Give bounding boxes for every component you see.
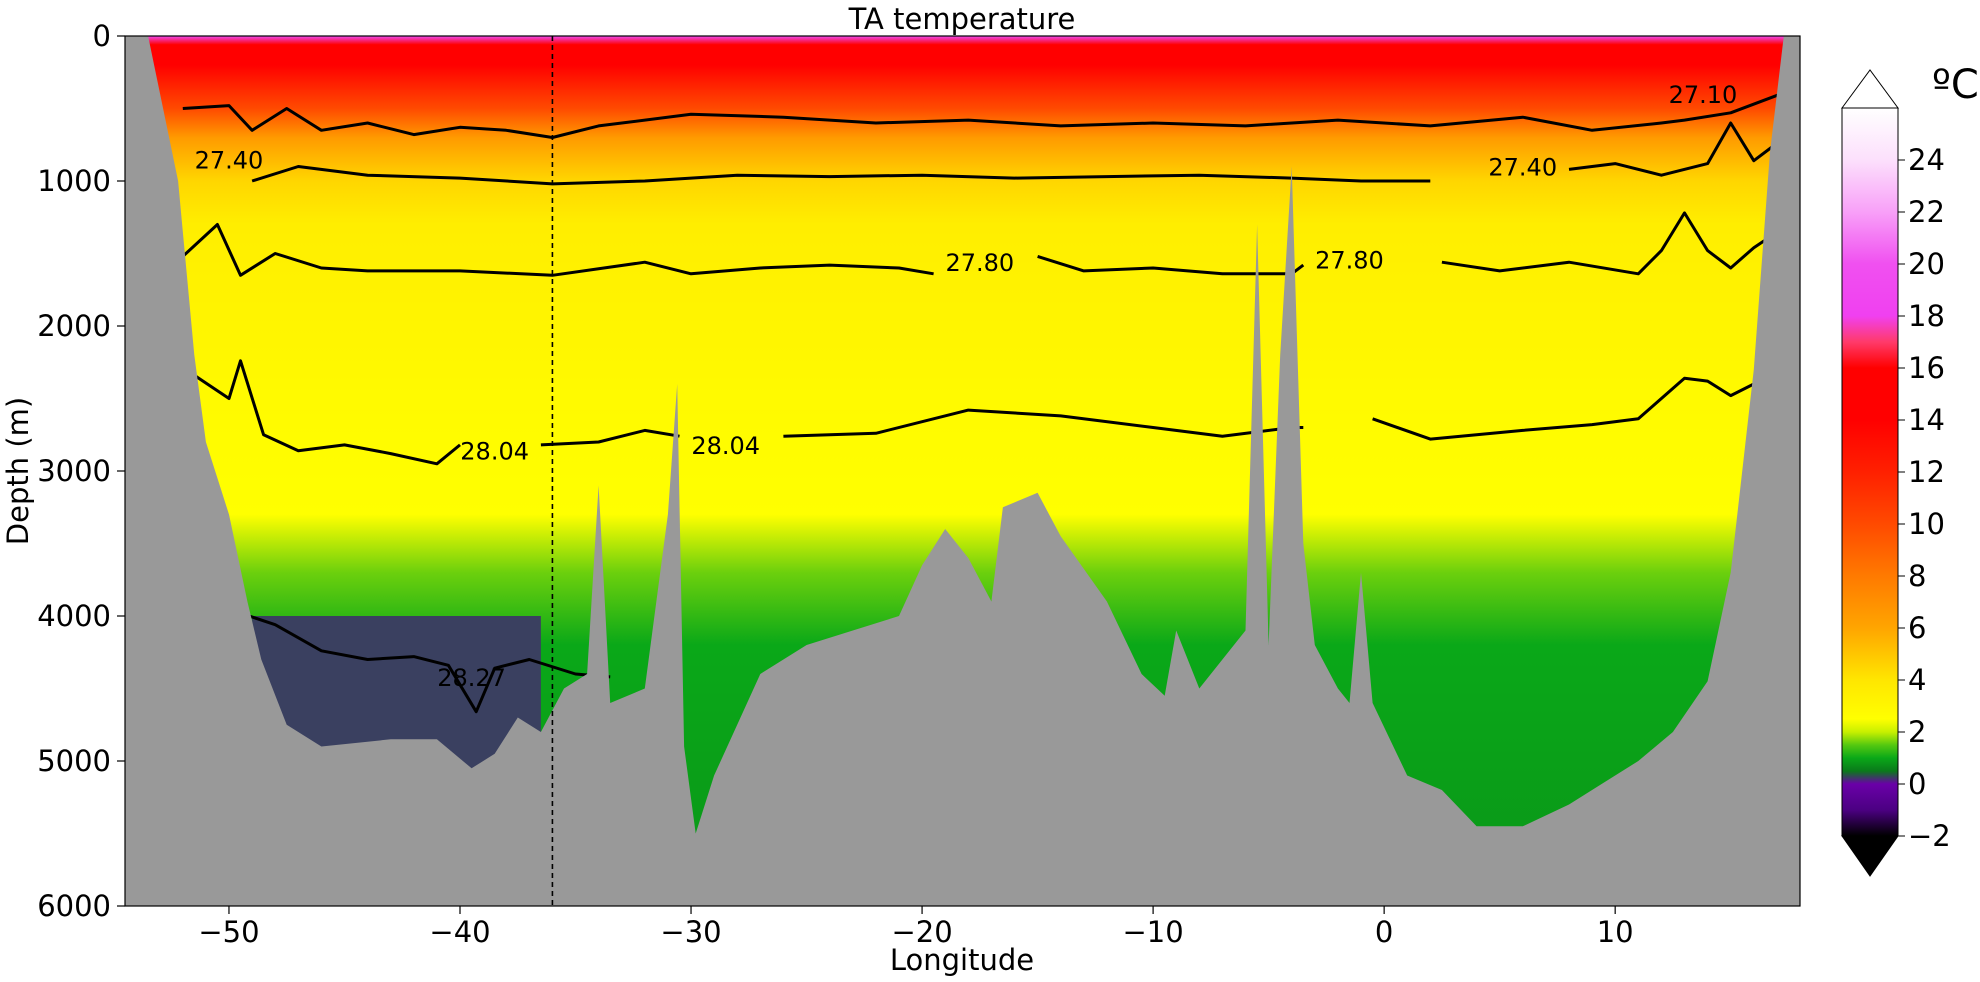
x-tick-label: −40: [429, 915, 490, 949]
colorbar-tick-label: 6: [1908, 611, 1926, 645]
x-tick-label: −10: [1123, 915, 1184, 949]
isopycnal-contour: [1372, 376, 1789, 441]
y-tick-label: 1000: [37, 164, 111, 198]
contour-label: 27.10: [1669, 81, 1738, 109]
y-axis-label: Depth (m): [1, 397, 35, 545]
colorbar-tick-label: 18: [1908, 299, 1945, 333]
y-tick-label: 5000: [37, 744, 111, 778]
contour-label: 27.40: [195, 146, 264, 174]
x-axis-label: Longitude: [890, 943, 1034, 977]
isopycnal-contour: [540, 428, 680, 447]
contour-label: 27.80: [945, 249, 1014, 277]
y-tick-label: 2000: [37, 309, 111, 343]
colorbar-tick-label: 12: [1908, 455, 1945, 489]
colorbar-extend-max: [1841, 69, 1899, 109]
isopycnal-contour: [1441, 211, 1790, 276]
isopycnal-contour: [240, 611, 611, 714]
y-tick-label: 3000: [37, 454, 111, 488]
contour-label: 27.80: [1315, 246, 1384, 274]
colorbar-tick-label: 8: [1908, 559, 1926, 593]
colorbar-tick-label: 14: [1908, 403, 1945, 437]
x-tick-label: −50: [198, 915, 259, 949]
x-tick-label: 10: [1597, 915, 1634, 949]
y-tick-label: 4000: [37, 599, 111, 633]
chart-title: TA temperature: [848, 2, 1076, 36]
colorbar-tick-label: 0: [1908, 767, 1926, 801]
colorbar-extend-min: [1841, 835, 1899, 877]
contour-label: 27.40: [1488, 154, 1557, 182]
y-tick-label: 6000: [37, 889, 111, 923]
colorbar-tick-label: 16: [1908, 351, 1945, 385]
isopycnal-contour: [251, 165, 1431, 186]
colorbar-tick-label: 10: [1908, 507, 1945, 541]
y-tick-label: 0: [93, 19, 111, 53]
colorbar-tick-label: 20: [1908, 247, 1945, 281]
contour-label: 28.04: [460, 438, 529, 466]
plot-area: 27.10 27.40 27.40 27.80 27.80 28.04 28.04 28.27…: [37, 19, 1801, 949]
colorbar-tick-label: 2: [1908, 715, 1926, 749]
colorbar-gradient: [1842, 108, 1898, 836]
colorbar-tick-label: 4: [1908, 663, 1926, 697]
isopycnal-contour: [182, 89, 1789, 139]
x-tick-label: −20: [891, 915, 952, 949]
colorbar-unit: ºC: [1932, 62, 1979, 108]
isopycnal-contour: [1568, 121, 1790, 177]
colorbar-tick-label: 22: [1908, 195, 1945, 229]
isopycnal-contour: [193, 359, 461, 466]
bathymetry-seafloor: [125, 36, 1800, 906]
x-tick-label: 0: [1375, 915, 1393, 949]
contour-label: 28.04: [691, 432, 760, 460]
x-tick-label: −30: [660, 915, 721, 949]
isopycnal-contour: [181, 223, 934, 277]
colorbar-tick-label: 24: [1908, 143, 1945, 177]
colorbar-tick-label: −2: [1908, 819, 1951, 853]
contour-label: 28.27: [437, 664, 506, 692]
